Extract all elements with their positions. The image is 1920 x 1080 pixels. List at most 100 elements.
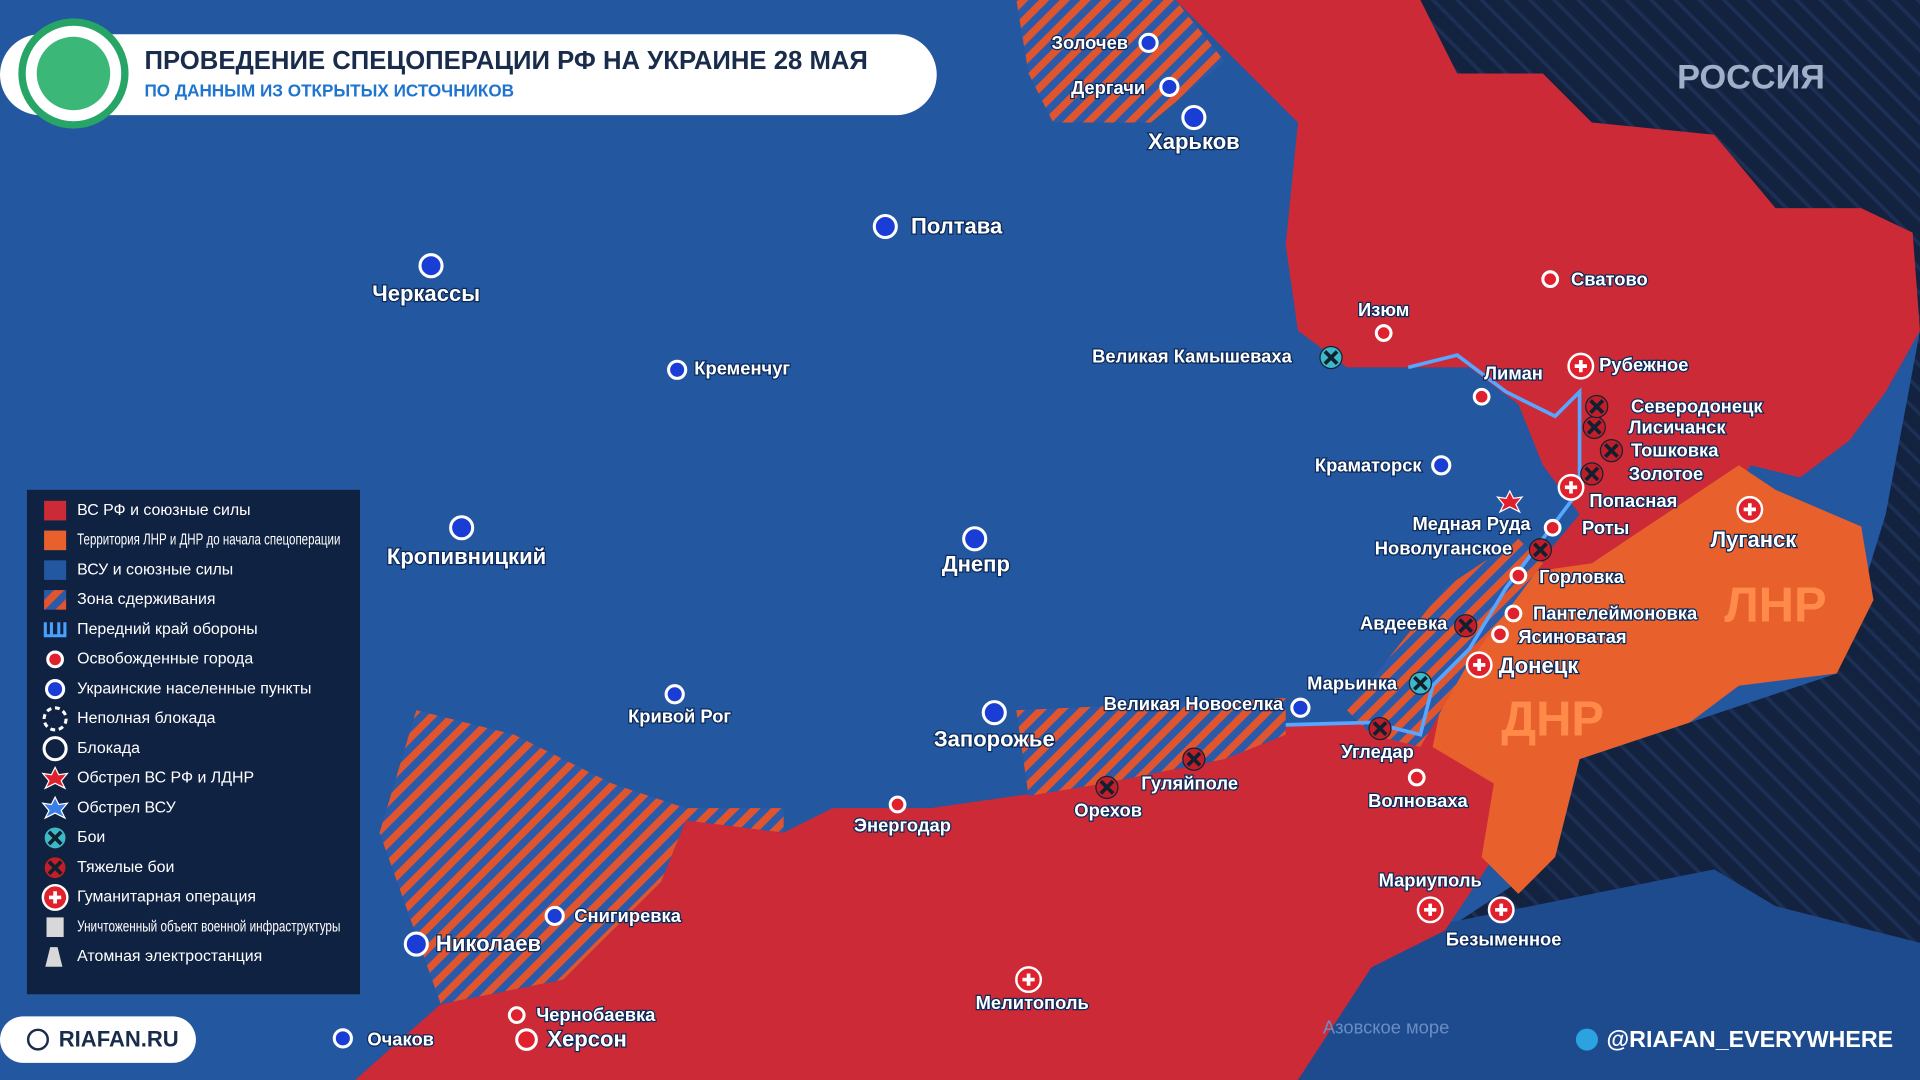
marker-destroyed <box>46 917 64 937</box>
city-label: Медная Руда <box>1412 513 1531 534</box>
city-label: Пантелеймоновка <box>1533 603 1698 624</box>
marker-cross <box>47 830 63 846</box>
city-label: Днепр <box>942 552 1010 577</box>
marker-blockade <box>42 736 68 762</box>
city-label: Великая Камышеваха <box>1092 345 1293 366</box>
marker-ukr <box>664 684 685 705</box>
city-label: Полтава <box>911 214 1003 239</box>
legend-label: Освобожденные города <box>77 651 253 668</box>
marker-ukr <box>1181 105 1207 131</box>
city-label: Золотое <box>1629 463 1704 484</box>
city-label: Черкассы <box>372 281 480 306</box>
city-label: Снигиревка <box>574 905 681 926</box>
legend-label: Зона сдерживания <box>77 591 215 608</box>
marker-cross <box>1323 350 1339 365</box>
legend-label: Тяжелые бои <box>77 859 174 876</box>
marker-liberated <box>1374 324 1393 342</box>
marker-ukr <box>1138 32 1159 53</box>
marker-liberated <box>46 650 64 669</box>
marker-shelling <box>1496 489 1524 514</box>
city-label: Северодонецк <box>1631 396 1763 417</box>
city-label: Роты <box>1582 517 1629 538</box>
lnr-dnr-area <box>1432 465 1874 894</box>
marker-liberated <box>1407 768 1426 787</box>
marker-cross <box>1589 399 1605 414</box>
marker-liberated <box>1509 566 1528 585</box>
city-label: Запорожье <box>934 727 1055 752</box>
legend-label: Обстрел ВСУ <box>77 799 176 816</box>
marker-cross <box>1099 779 1115 795</box>
marker-cross <box>1372 721 1388 736</box>
marker-liberated <box>1504 604 1523 623</box>
marker-plus <box>48 891 62 904</box>
city-label: Волноваха <box>1368 790 1468 811</box>
city-label: Николаев <box>436 931 541 956</box>
city-label: Изюм <box>1358 299 1409 320</box>
city-label: Кривой Рог <box>628 705 731 726</box>
marker-ukr <box>872 213 898 240</box>
city-label: Золочев <box>1051 32 1128 53</box>
city-label: Тошковка <box>1631 440 1719 461</box>
marker-cross <box>1412 675 1428 691</box>
marker-ukr <box>418 253 444 279</box>
marker-plus <box>1424 903 1437 916</box>
marker-partial-blockade <box>42 706 68 732</box>
marker-liberated <box>515 1028 538 1051</box>
logo-globe <box>36 36 111 111</box>
marker-ukr <box>45 679 66 700</box>
marker-cross <box>47 860 63 876</box>
city-label: Горловка <box>1539 566 1625 587</box>
cities: Золочев Дергачи Харьков Полтава Черкассы Крем… <box>332 31 1799 1053</box>
city-label: Кременчуг <box>694 358 790 379</box>
city-label: Харьков <box>1148 129 1240 154</box>
subtitle: ПО ДАННЫМ ИЗ ОТКРЫТЫХ ИСТОЧНИКОВ <box>144 80 514 100</box>
marker-ukr <box>981 700 1007 726</box>
containment-zone <box>379 710 784 1005</box>
rf-controlled-area <box>355 0 1920 1080</box>
marker-cross <box>1604 443 1619 459</box>
title: ПРОВЕДЕНИЕ СПЕЦОПЕРАЦИИ РФ НА УКРАИНЕ 28… <box>144 47 867 75</box>
city-label: Новолуганское <box>1375 538 1512 559</box>
site-badge <box>0 1016 196 1063</box>
city-label: Угледар <box>1341 741 1414 762</box>
globe-icon <box>26 1028 49 1051</box>
legend-label: Неполная блокада <box>77 710 216 727</box>
marker-liberated <box>1472 387 1491 406</box>
marker-plus <box>1564 481 1578 494</box>
legend-swatch <box>44 590 67 610</box>
marker-liberated <box>1541 270 1560 289</box>
city-label: Чернобаевка <box>536 1004 656 1025</box>
marker-ukr <box>962 526 988 552</box>
marker-plus <box>1022 973 1035 986</box>
legend-label: Гуманитарная операция <box>77 889 256 906</box>
marker-plus <box>1473 658 1486 672</box>
city-label: Мариуполь <box>1379 869 1482 890</box>
marker-ukr <box>332 1028 353 1049</box>
city-label: Великая Новоселка <box>1104 693 1284 714</box>
legend-bg <box>26 489 360 995</box>
city-label: Энергодар <box>854 814 951 835</box>
city-label: Орехов <box>1074 800 1142 821</box>
legend-label: Атомная электростанция <box>77 948 262 965</box>
marker-plus <box>1574 360 1587 373</box>
header-bg <box>0 34 937 116</box>
legend-swatch <box>44 530 67 551</box>
sea <box>1273 869 1920 1080</box>
marker-cross <box>1186 751 1202 767</box>
city-label: Авдеевка <box>1360 612 1448 633</box>
marker-liberated <box>1543 518 1562 537</box>
legend-label: Украинские населенные пункты <box>77 680 311 697</box>
region-label: РОССИЯ <box>1677 59 1825 97</box>
city-label: Марьинка <box>1307 672 1398 693</box>
city-label: Кропивницкий <box>387 544 546 569</box>
city-label: Попасная <box>1589 490 1677 511</box>
marker-ukr <box>1431 455 1452 476</box>
city-label: Луганск <box>1711 527 1798 552</box>
legend-swatch <box>44 500 67 521</box>
sea-label: Азовское море <box>1323 1016 1449 1037</box>
legend-label: Блокада <box>77 740 140 757</box>
legend-label: ВС РФ и союзные силы <box>77 502 250 519</box>
marker-ukr <box>1159 76 1180 98</box>
